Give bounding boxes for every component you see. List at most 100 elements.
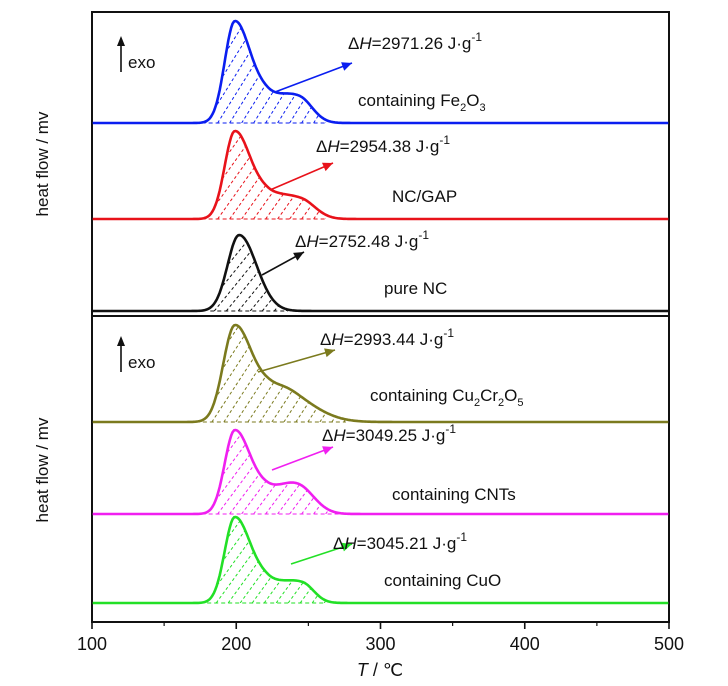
x-tick-label: 400 <box>510 634 540 654</box>
lower-exo-arrowhead-icon <box>117 336 125 346</box>
hatch-line <box>287 517 326 603</box>
series-label-part: containing Fe <box>358 91 460 110</box>
enthalpy-var: H <box>344 534 357 553</box>
enthalpy-var: H <box>359 34 372 53</box>
series-label: containing Cu2Cr2O5 <box>370 386 524 409</box>
enthalpy-exponent: -1 <box>471 30 482 44</box>
enthalpy-var: H <box>327 137 340 156</box>
series-label-part: containing CNTs <box>392 485 516 504</box>
enthalpy-label: ΔH=2752.48 J·g-1 <box>295 228 429 251</box>
hatch-line <box>201 131 253 219</box>
hatch-line <box>213 235 285 311</box>
enthalpy-value: =2993.44 J·g <box>344 330 444 349</box>
series-line <box>92 19 669 125</box>
x-tick-label: 500 <box>654 634 684 654</box>
hatch-line <box>217 21 289 123</box>
annotation-arrow-icon <box>257 349 336 373</box>
x-axis: 100 200 300 400 500 <box>77 622 684 654</box>
annotation-arrow-icon <box>271 446 334 471</box>
hatch-line <box>241 21 313 123</box>
enthalpy-exponent: -1 <box>443 326 454 340</box>
upper-panel-frame <box>91 11 670 317</box>
x-tick-label: 200 <box>221 634 251 654</box>
series-label-part: O <box>504 386 517 405</box>
enthalpy-exponent: -1 <box>456 530 467 544</box>
hatch-line <box>277 21 326 123</box>
enthalpy-label: ΔH=2993.44 J·g-1 <box>320 326 454 349</box>
upper-exo-label: exo <box>128 53 155 72</box>
upper-exo-arrowhead-icon <box>117 36 125 46</box>
x-tick-label: 300 <box>365 634 395 654</box>
enthalpy-label: ΔH=3045.21 J·g-1 <box>333 530 467 553</box>
annotation-arrowhead-icon <box>293 252 304 261</box>
enthalpy-exponent: -1 <box>439 133 450 147</box>
series-label-part: 2 <box>498 397 504 409</box>
series-label-part: Cr <box>480 386 498 405</box>
x-axis-label: T / ℃ <box>357 660 403 680</box>
series-label-part: NC/GAP <box>392 187 457 206</box>
enthalpy-label: ΔH=2971.26 J·g-1 <box>348 30 482 53</box>
series-line <box>92 428 669 516</box>
enthalpy-label: ΔH=3049.25 J·g-1 <box>322 422 456 445</box>
annotation-arrowhead-icon <box>341 62 352 71</box>
series-label-part: pure NC <box>384 279 447 298</box>
enthalpy-value: =2971.26 J·g <box>372 34 472 53</box>
hatch-line <box>289 21 326 123</box>
series-label: containing CuO <box>384 571 501 590</box>
upper-ylabel: heat flow / mv <box>33 111 52 216</box>
annotation-arrow-icon <box>274 62 353 93</box>
enthalpy-var: H <box>306 232 319 251</box>
enthalpy-delta: Δ <box>320 330 331 349</box>
hatch-line <box>253 21 325 123</box>
series-label-part: containing Cu <box>370 386 474 405</box>
series-label: containing CNTs <box>392 485 516 504</box>
x-axis-label-var: T <box>357 660 370 680</box>
hatch-line <box>452 315 522 422</box>
enthalpy-value: =3049.25 J·g <box>346 426 446 445</box>
hatch-line <box>265 21 326 123</box>
series-label-part: containing CuO <box>384 571 501 590</box>
series-label-part: 2 <box>474 397 480 409</box>
series-label: NC/GAP <box>392 187 457 206</box>
hatch-line <box>325 131 326 219</box>
enthalpy-exponent: -1 <box>445 422 456 436</box>
hatch-line <box>200 517 251 603</box>
annotation-arrow-icon <box>269 162 334 191</box>
series-line <box>92 323 669 424</box>
lower-exo-label: exo <box>128 353 155 372</box>
lower-ylabel: heat flow / mv <box>33 417 52 522</box>
annotation-arrow-icon <box>290 543 353 565</box>
enthalpy-var: H <box>333 426 346 445</box>
series-line <box>92 233 669 313</box>
upper-exo-marker: exo <box>117 36 155 72</box>
series-label-part: 2 <box>460 102 466 114</box>
series-label: containing Fe2O3 <box>358 91 486 114</box>
enthalpy-value: =2752.48 J·g <box>319 232 419 251</box>
series-label: pure NC <box>384 279 447 298</box>
annotation-arrowhead-icon <box>324 348 335 358</box>
annotation-arrowhead-icon <box>322 446 333 455</box>
series-line <box>92 129 669 221</box>
enthalpy-value: =2954.38 J·g <box>340 137 440 156</box>
series-label-part: 5 <box>517 397 523 409</box>
enthalpy-var: H <box>331 330 344 349</box>
enthalpy-delta: Δ <box>316 137 327 156</box>
hatch-line <box>289 131 326 219</box>
enthalpy-delta: Δ <box>295 232 306 251</box>
annotation-arrowhead-icon <box>341 542 352 552</box>
enthalpy-delta: Δ <box>333 534 344 553</box>
enthalpy-exponent: -1 <box>418 228 429 242</box>
x-axis-label-unit: / ℃ <box>368 660 403 680</box>
enthalpy-delta: Δ <box>348 34 359 53</box>
lower-panel-frame <box>91 315 670 623</box>
enthalpy-value: =3045.21 J·g <box>357 534 457 553</box>
annotation-arrowhead-icon <box>322 162 333 172</box>
lower-exo-marker: exo <box>117 336 155 372</box>
hatch-line <box>195 325 247 422</box>
series-label-part: O <box>466 91 479 110</box>
enthalpy-label: ΔH=2954.38 J·g-1 <box>316 133 450 156</box>
series-label-part: 3 <box>479 102 485 114</box>
x-tick-label: 100 <box>77 634 107 654</box>
